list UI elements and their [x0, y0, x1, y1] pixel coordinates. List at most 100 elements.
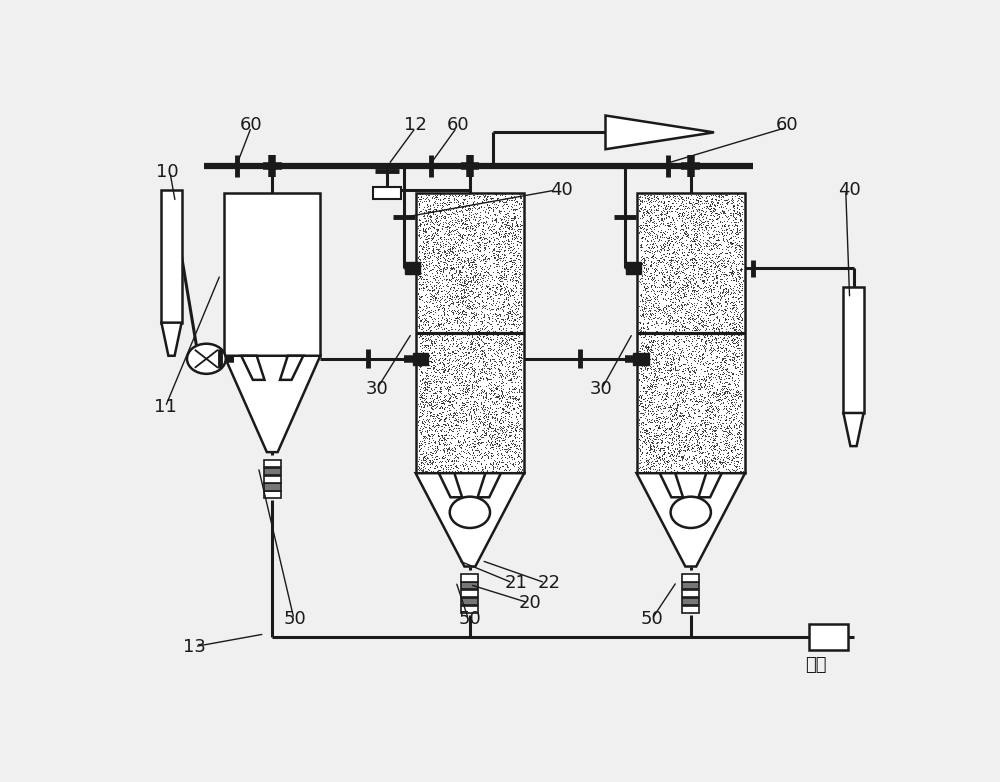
Point — [505, 318, 521, 331]
Point — [721, 228, 737, 240]
Point — [656, 207, 672, 220]
Point — [424, 228, 440, 240]
Point — [695, 347, 711, 360]
Point — [644, 241, 660, 253]
Point — [429, 216, 445, 228]
Point — [446, 445, 462, 457]
Point — [727, 190, 743, 203]
Point — [452, 314, 468, 327]
Point — [411, 283, 427, 296]
Point — [476, 384, 492, 396]
Point — [641, 382, 657, 394]
Point — [488, 382, 504, 395]
Point — [646, 263, 662, 275]
Point — [641, 344, 657, 357]
Point — [686, 329, 702, 342]
Point — [446, 304, 462, 317]
Point — [438, 312, 454, 325]
Point — [652, 230, 668, 242]
Point — [718, 193, 734, 206]
Point — [643, 293, 659, 306]
Point — [503, 332, 519, 345]
Point — [632, 361, 648, 374]
Point — [706, 457, 722, 469]
Point — [512, 191, 528, 203]
Point — [726, 266, 742, 278]
Point — [714, 220, 730, 232]
Point — [645, 449, 661, 461]
Point — [465, 369, 481, 382]
Point — [717, 282, 733, 295]
Point — [483, 231, 499, 244]
Point — [448, 272, 464, 285]
Point — [478, 424, 494, 436]
Point — [447, 289, 463, 301]
Point — [484, 224, 500, 237]
Point — [414, 465, 430, 477]
Point — [494, 461, 510, 473]
Point — [731, 323, 747, 335]
Point — [632, 443, 648, 455]
Point — [686, 256, 702, 268]
Point — [646, 453, 662, 465]
Point — [434, 376, 450, 389]
Point — [481, 201, 497, 213]
Point — [672, 346, 688, 359]
Point — [458, 425, 474, 437]
Point — [497, 426, 513, 439]
Point — [436, 203, 452, 215]
Point — [665, 296, 681, 308]
Point — [667, 346, 683, 358]
Point — [494, 241, 510, 253]
Point — [659, 398, 675, 411]
Point — [711, 456, 727, 468]
Point — [669, 398, 685, 411]
Point — [676, 413, 692, 425]
Point — [679, 273, 695, 285]
Point — [678, 400, 694, 413]
Point — [646, 353, 662, 366]
Point — [436, 360, 452, 372]
Point — [714, 266, 730, 278]
Point — [464, 360, 480, 372]
Point — [723, 411, 739, 423]
Point — [457, 274, 473, 287]
Point — [670, 289, 686, 302]
Point — [446, 347, 462, 360]
Point — [464, 382, 480, 394]
Point — [416, 400, 432, 413]
Point — [427, 293, 443, 306]
Point — [676, 216, 692, 228]
Point — [643, 278, 659, 291]
Point — [416, 282, 432, 295]
Point — [415, 452, 431, 465]
Point — [722, 317, 738, 330]
Point — [417, 375, 433, 388]
Point — [440, 461, 456, 474]
Point — [483, 292, 499, 305]
Point — [632, 303, 648, 316]
Point — [410, 195, 426, 207]
Point — [724, 424, 740, 436]
Point — [454, 235, 470, 247]
Point — [423, 310, 439, 323]
Point — [636, 436, 652, 448]
Point — [685, 364, 701, 377]
Point — [462, 219, 478, 231]
Point — [713, 457, 729, 470]
Point — [512, 267, 528, 279]
Point — [656, 443, 672, 456]
Point — [700, 202, 716, 214]
Point — [690, 346, 706, 358]
Point — [731, 364, 747, 377]
Point — [494, 247, 510, 260]
Point — [717, 414, 733, 426]
Point — [701, 447, 717, 459]
Point — [676, 298, 692, 310]
Point — [729, 336, 745, 349]
Point — [642, 335, 658, 348]
Point — [713, 206, 729, 219]
Point — [734, 207, 750, 220]
Point — [650, 224, 666, 237]
Point — [726, 455, 742, 468]
